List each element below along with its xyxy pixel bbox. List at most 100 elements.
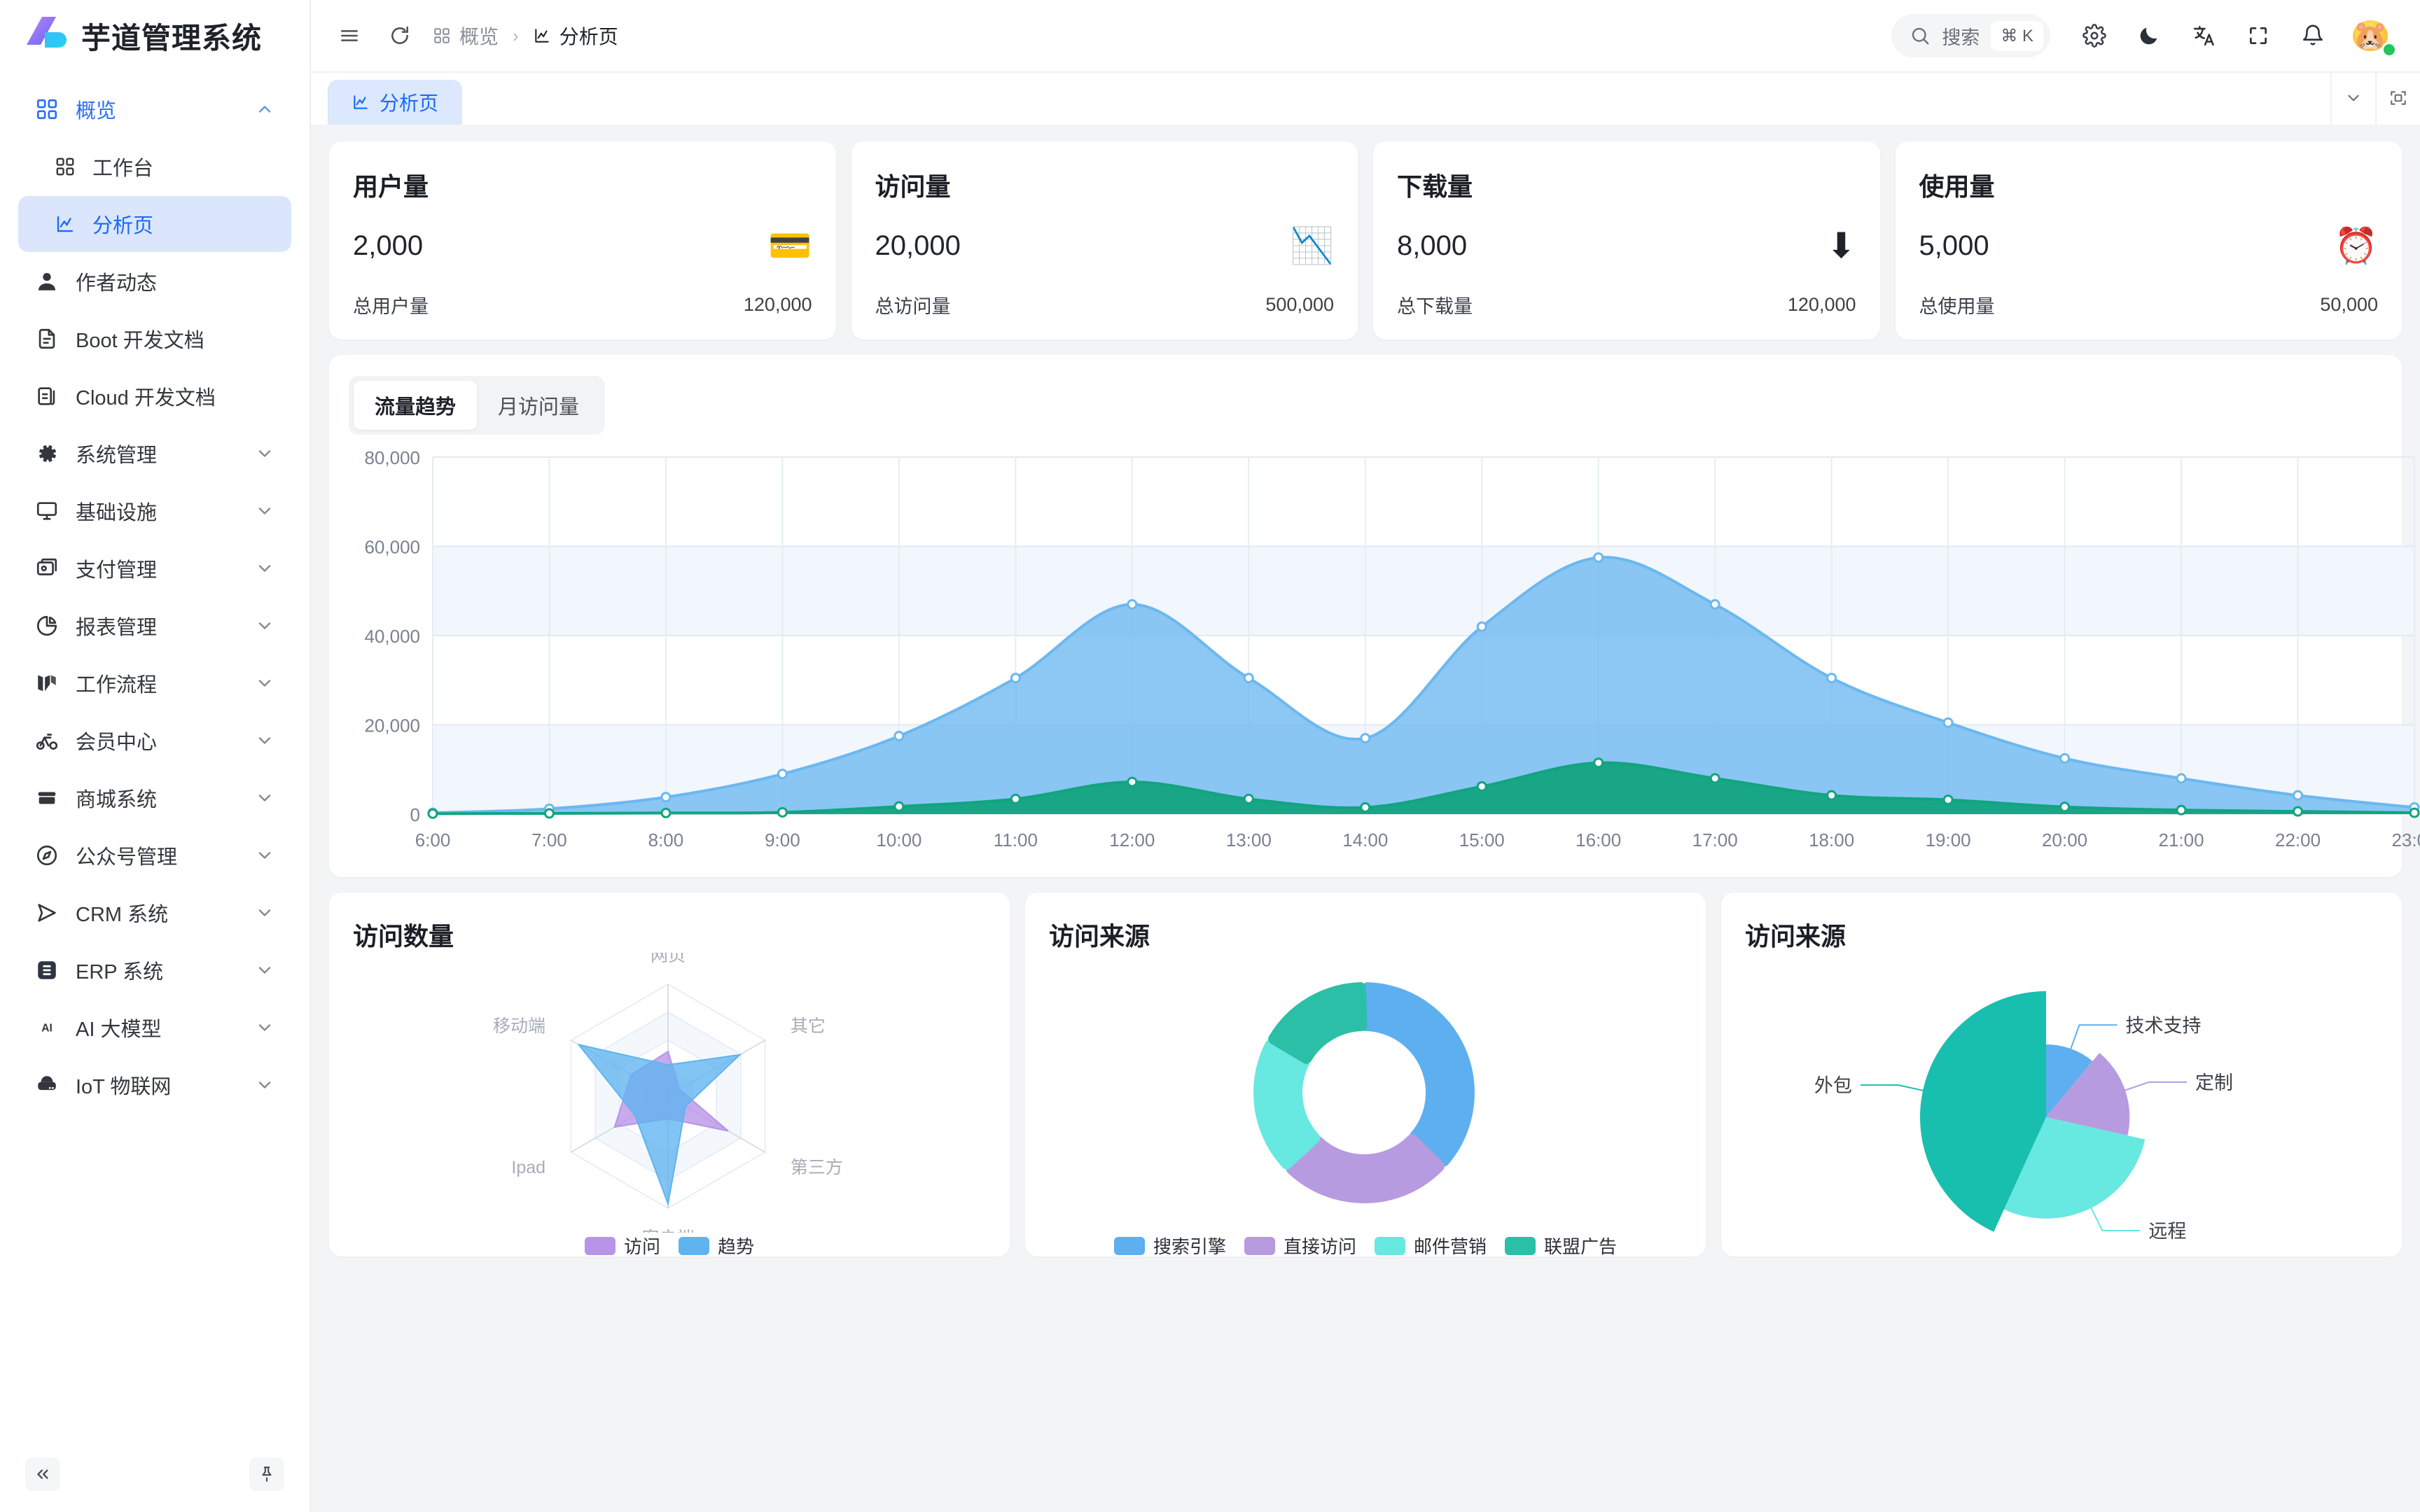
- gear-icon[interactable]: [2073, 14, 2116, 57]
- sidebar-item-11[interactable]: 会员中心: [18, 713, 291, 769]
- translate-icon[interactable]: [2182, 14, 2225, 57]
- sidebar-item-10[interactable]: 工作流程: [18, 655, 291, 711]
- send-icon: [35, 901, 59, 925]
- tab-analysis[interactable]: 分析页: [328, 80, 463, 125]
- sidebar-logo[interactable]: 芋道管理系统: [0, 0, 310, 71]
- sidebar-item-5[interactable]: Cloud 开发文档: [18, 368, 291, 424]
- legend-item[interactable]: 联盟广告: [1505, 1233, 1617, 1256]
- chevron-down-icon[interactable]: [255, 559, 274, 578]
- stat-card-1[interactable]: 访问量 20,000 📉 总访问量 500,000: [851, 141, 1358, 340]
- stat-card-0[interactable]: 用户量 2,000 💳 总用户量 120,000: [329, 141, 836, 340]
- svg-text:19:00: 19:00: [1926, 830, 1971, 850]
- trend-tab-monthly[interactable]: 月访问量: [498, 396, 580, 419]
- search-input[interactable]: 搜索 ⌘ K: [1891, 14, 2050, 57]
- sidebar-item-label: 工作流程: [76, 674, 158, 696]
- chevron-down-icon[interactable]: [255, 788, 274, 808]
- stat-card-title: 下载量: [1397, 172, 1473, 201]
- sidebar-item-label: AI 大模型: [76, 1018, 162, 1041]
- chevron-down-icon[interactable]: [255, 616, 274, 636]
- topbar: 概览 › 分析页: [311, 0, 2420, 71]
- search-label: 搜索: [1942, 27, 1980, 48]
- chevron-down-icon[interactable]: [255, 960, 274, 980]
- chevron-down-icon[interactable]: [255, 673, 274, 693]
- hamburger-icon[interactable]: [332, 18, 367, 53]
- legend-label: 直接访问: [1283, 1236, 1356, 1256]
- bell-icon[interactable]: [2291, 14, 2335, 57]
- svg-text:60,000: 60,000: [364, 537, 420, 558]
- sidebar: 芋道管理系统 概览 工作台 分析页 作者动态 Boot 开发文档 Cloud 开发文档 系统…: [0, 0, 311, 1512]
- stat-cards-row: 用户量 2,000 💳 总用户量 120,000 访问量 20,000 📉 总访问量 500,00…: [329, 141, 2402, 340]
- chevron-down-icon[interactable]: [255, 903, 274, 923]
- chevron-down-icon[interactable]: [255, 444, 274, 463]
- sidebar-item-1[interactable]: 工作台: [18, 139, 291, 195]
- app-title: 芋道管理系统: [81, 21, 263, 55]
- stat-card-total-label: 总用户量: [353, 296, 429, 317]
- legend-item[interactable]: 搜索引擎: [1113, 1233, 1226, 1256]
- visit-source-donut-panel: 访问来源 搜索引擎 直接访问 邮件营销 联盟广告: [1025, 892, 1706, 1256]
- breadcrumb-label: 分析页: [559, 26, 618, 48]
- sidebar-item-0[interactable]: 概览: [18, 81, 291, 137]
- avatar[interactable]: 🐹: [2353, 14, 2397, 57]
- breadcrumb: 概览 › 分析页: [433, 22, 618, 50]
- chevron-up-icon[interactable]: [255, 99, 274, 119]
- stat-card-3[interactable]: 使用量 5,000 ⏰ 总使用量 50,000: [1895, 141, 2402, 340]
- legend-label: 访问: [623, 1236, 660, 1256]
- fullscreen-icon[interactable]: [2237, 14, 2280, 57]
- stat-card-total-value: 120,000: [1787, 294, 1856, 315]
- chevron-down-icon[interactable]: [255, 1075, 274, 1095]
- panel-title: 访问数量: [353, 922, 454, 951]
- legend-item[interactable]: 趋势: [679, 1233, 754, 1256]
- sidebar-item-6[interactable]: 系统管理: [18, 426, 291, 482]
- search-shortcut: ⌘ K: [1991, 20, 2043, 51]
- chevron-down-icon[interactable]: [255, 1018, 274, 1037]
- credit-card-icon: 💳: [768, 226, 812, 265]
- sidebar-item-17[interactable]: IoT 物联网: [18, 1057, 291, 1113]
- sidebar-item-12[interactable]: 商城系统: [18, 770, 291, 826]
- sidebar-item-4[interactable]: Boot 开发文档: [18, 311, 291, 367]
- maximize-icon[interactable]: [2375, 71, 2420, 125]
- legend-item[interactable]: 直接访问: [1244, 1233, 1356, 1256]
- svg-text:外包: 外包: [1814, 1075, 1852, 1096]
- chevron-down-icon[interactable]: [255, 731, 274, 750]
- pin-sidebar-button[interactable]: [249, 1457, 284, 1491]
- app-logo-icon: [24, 15, 67, 56]
- trend-tabs: 流量趋势 月访问量: [349, 376, 606, 435]
- sidebar-item-7[interactable]: 基础设施: [18, 483, 291, 539]
- legend-item[interactable]: 邮件营销: [1375, 1233, 1487, 1256]
- sidebar-item-label: 报表管理: [76, 617, 158, 639]
- sidebar-item-16[interactable]: AI AI 大模型: [18, 1000, 291, 1056]
- sidebar-item-8[interactable]: 支付管理: [18, 540, 291, 596]
- svg-text:其它: 其它: [791, 1016, 826, 1036]
- stat-card-value: 5,000: [1919, 230, 1989, 261]
- svg-text:22:00: 22:00: [2275, 830, 2321, 850]
- sidebar-nav: 概览 工作台 分析页 作者动态 Boot 开发文档 Cloud 开发文档 系统管理 基础设施支…: [0, 71, 310, 1436]
- sidebar-item-label: ERP 系统: [76, 961, 164, 983]
- grid-icon: [55, 156, 76, 177]
- svg-text:9:00: 9:00: [765, 830, 800, 850]
- sidebar-item-2[interactable]: 分析页: [18, 196, 291, 252]
- chevron-down-icon[interactable]: [255, 846, 274, 865]
- stat-card-total-label: 总下载量: [1397, 296, 1473, 317]
- collapse-sidebar-button[interactable]: [25, 1457, 60, 1491]
- sidebar-item-9[interactable]: 报表管理: [18, 598, 291, 654]
- stat-card-total-value: 120,000: [743, 294, 812, 315]
- trend-tab-flow[interactable]: 流量趋势: [354, 381, 478, 430]
- chevron-down-icon[interactable]: [255, 501, 274, 521]
- svg-text:17:00: 17:00: [1692, 830, 1738, 850]
- server-icon: [35, 1073, 59, 1097]
- sidebar-item-13[interactable]: 公众号管理: [18, 827, 291, 883]
- bike-icon: [35, 729, 59, 752]
- stat-card-2[interactable]: 下载量 8,000 ⬇ 总下载量 120,000: [1373, 141, 1880, 340]
- breadcrumb-item-overview[interactable]: 概览: [433, 22, 499, 50]
- breadcrumb-item-analysis[interactable]: 分析页: [533, 22, 618, 50]
- traffic-trend-chart: 0 20,000 40,000 60,000 80,000 6:00 7:00 8:00 9:0…: [349, 444, 2420, 864]
- chevron-down-icon[interactable]: [2330, 71, 2375, 125]
- sidebar-item-14[interactable]: CRM 系统: [18, 885, 291, 941]
- sidebar-item-15[interactable]: ERP 系统: [18, 942, 291, 998]
- moon-icon[interactable]: [2127, 14, 2171, 57]
- donut-legend: 搜索引擎 直接访问 邮件营销 联盟广告: [1049, 1233, 1682, 1256]
- sidebar-item-3[interactable]: 作者动态: [18, 253, 291, 309]
- refresh-icon[interactable]: [382, 18, 417, 53]
- legend-item[interactable]: 访问: [584, 1233, 660, 1256]
